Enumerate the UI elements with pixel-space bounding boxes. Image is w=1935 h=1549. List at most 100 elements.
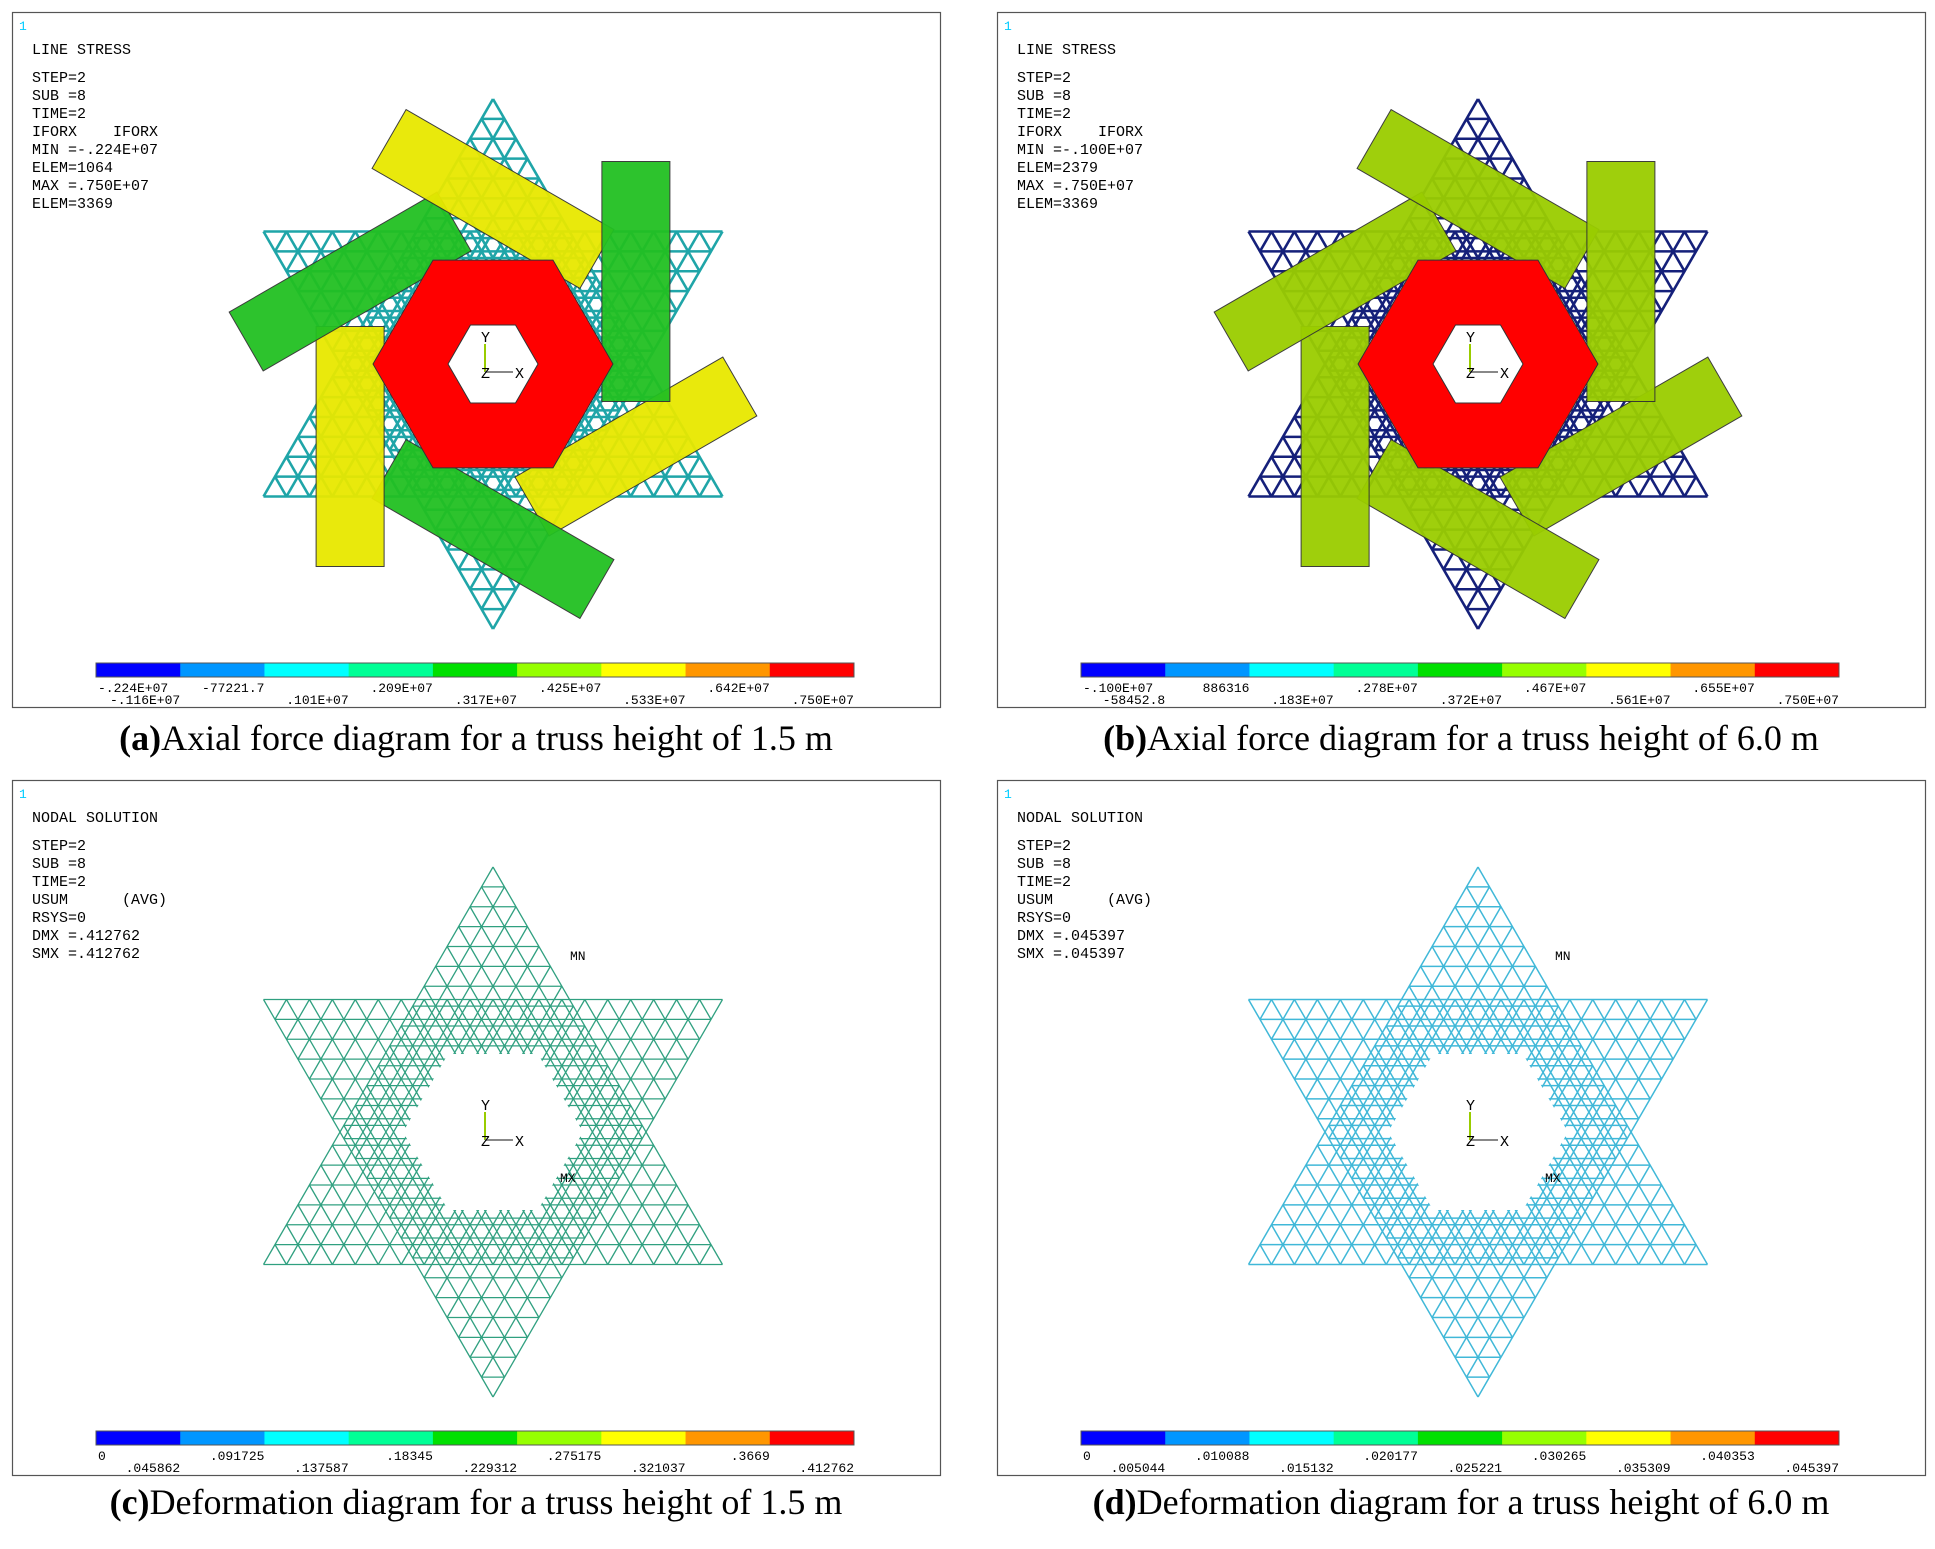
truss-member [1270,1224,1296,1265]
colorbar-label: .321037 [631,1461,686,1476]
header-line: ELEM=3369 [1017,196,1098,213]
member-band [1499,356,1743,537]
truss-member [1683,999,1697,1020]
truss-member [698,475,713,498]
triad-label: X [1500,366,1509,383]
triad-label: Y [481,330,490,347]
colorbar-label: .372E+07 [1440,693,1502,708]
colorbar-label: .750E+07 [792,693,854,708]
truss-member [320,1164,379,1265]
header-line: SUB =8 [1017,88,1071,105]
colorbar-label: 886316 [1203,681,1250,696]
colorbar-label: .18345 [386,1449,433,1464]
colorbar-label: .045862 [126,1461,181,1476]
truss-member [1247,866,1479,1265]
colorbar-label: -.100E+07 [1083,681,1153,696]
colorbar-label: .317E+07 [455,693,517,708]
member-band [315,326,385,567]
header-line: ELEM=3369 [32,196,113,213]
header-line: NODAL SOLUTION [1017,810,1143,827]
truss-member [308,999,517,1358]
max-marker: MX [1545,1171,1561,1186]
colorbar-segment [1754,663,1840,677]
colorbar-segment [1249,1431,1335,1445]
header-line: TIME=2 [1017,106,1071,123]
truss-member [1615,999,1663,1080]
truss-member [480,999,701,1378]
header-line: SUB =8 [32,88,86,105]
truss-member [274,999,288,1020]
header-line: NODAL SOLUTION [32,810,158,827]
colorbar-segment [1502,663,1587,677]
truss-member [1328,1125,1410,1265]
max-marker: MX [560,1171,576,1186]
colorbar-label: 0 [98,1449,106,1464]
triad-label: X [515,366,524,383]
truss-member [343,1125,425,1265]
truss-member [1637,1204,1674,1265]
caption-label: (a) [119,718,161,758]
triad-label: Y [481,1098,490,1115]
header-line: MAX =.750E+07 [32,178,149,195]
colorbar-segment [517,663,602,677]
colorbar-label: 0 [1083,1449,1091,1464]
truss-structure [262,866,724,1398]
colorbar-segment [264,663,350,677]
colorbar-segment [432,1431,518,1445]
truss-member [1660,999,1686,1040]
colorbar-label: .091725 [210,1449,265,1464]
truss-member [331,1144,402,1265]
truss-member [285,456,311,498]
member-band [1213,191,1457,372]
truss-member [698,230,713,253]
truss-member [1569,999,1640,1120]
colorbar-segment [601,663,687,677]
colorbar-segment [96,1431,181,1445]
colorbar-label: -77221.7 [202,681,264,696]
colorbar-label: .010088 [1195,1449,1250,1464]
truss-member [1293,1184,1341,1265]
colorbar-label: .642E+07 [707,681,769,696]
truss-member [607,999,666,1100]
truss-member [320,999,379,1100]
header-line: STEP=2 [1017,70,1071,87]
colorbar-label: .750E+07 [1777,693,1839,708]
header-line: MIN =-.100E+07 [1017,142,1143,159]
colorbar-frame [1080,662,1840,678]
colorbar-label: .040353 [1700,1449,1755,1464]
colorbar-frame [95,1430,855,1446]
truss-structure [228,98,758,630]
truss-member [1270,999,1491,1378]
truss-member [366,1085,471,1265]
truss-member [1316,1144,1387,1265]
truss-member [1592,999,1651,1100]
colorbar-segment [601,1431,687,1445]
caption-text: Deformation diagram for a truss height o… [150,1482,843,1522]
member-band [371,438,615,620]
triad-label: Z [1466,366,1475,383]
header-line: SMX =.412762 [32,946,140,963]
truss-member [1258,475,1273,498]
center-hole [403,1054,583,1210]
colorbar-label: .275175 [547,1449,602,1464]
header-line: TIME=2 [32,106,86,123]
member-band [228,191,472,372]
colorbar-label: .655E+07 [1692,681,1754,696]
caption: (d)Deformation diagram for a truss heigh… [1093,1482,1830,1522]
caption: (c)Deformation diagram for a truss heigh… [110,1482,843,1522]
truss-member [1465,886,1686,1265]
truss-member [1546,1125,1628,1265]
truss-member [1259,1244,1273,1265]
triad-label: Y [1466,1098,1475,1115]
colorbar-segment [1165,663,1250,677]
colorbar-label: .183E+07 [1271,693,1333,708]
truss-member [515,999,620,1179]
truss-member [492,866,724,1265]
colorbar-label: .030265 [1532,1449,1587,1464]
truss-member [285,1224,310,1265]
truss-member [1592,1164,1651,1265]
header-line: STEP=2 [32,838,86,855]
truss-member [285,886,506,1265]
